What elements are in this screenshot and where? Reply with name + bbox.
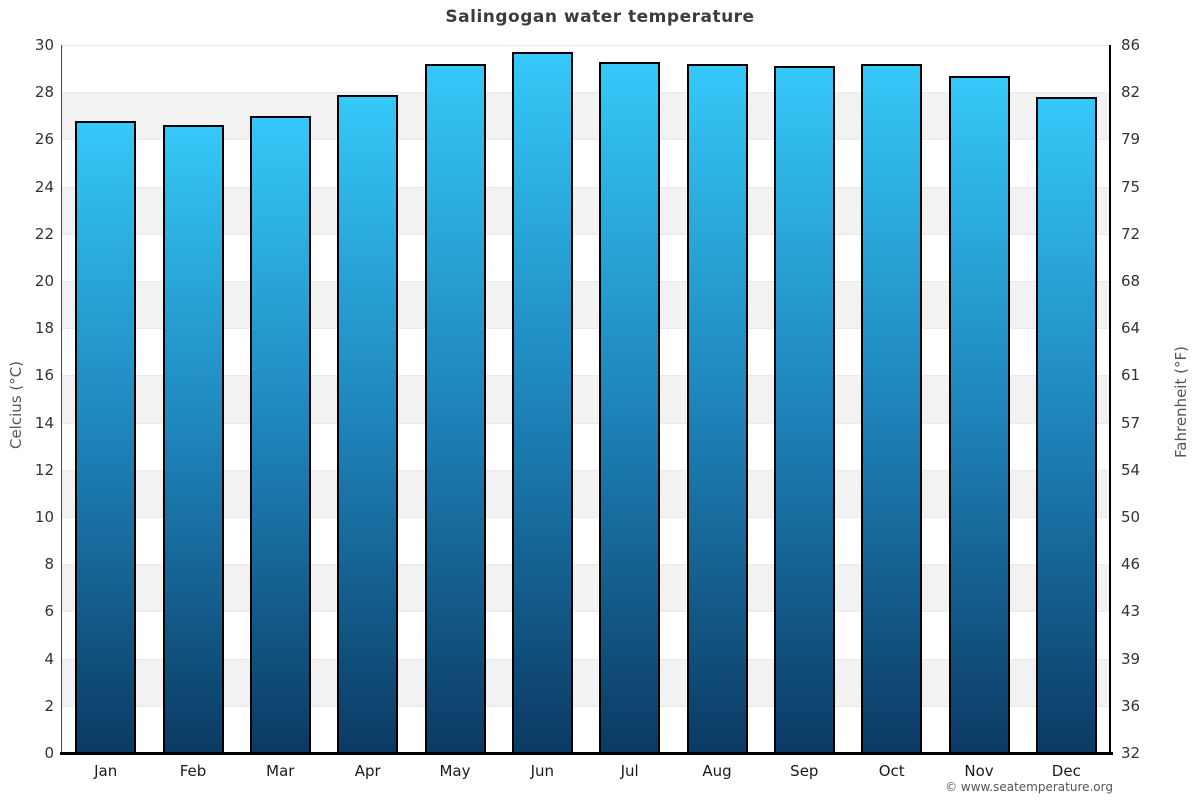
plot-area <box>62 45 1110 753</box>
left-tick-label: 18 <box>34 319 54 338</box>
bar-apr[interactable] <box>337 94 399 753</box>
left-tick-label: 8 <box>44 555 54 574</box>
month-label-aug: Aug <box>702 762 732 780</box>
bar-nov[interactable] <box>948 75 1010 753</box>
plot-band <box>62 517 1110 565</box>
month-label-jan: Jan <box>94 762 118 780</box>
left-tick-label: 10 <box>34 508 54 526</box>
bar-mar[interactable] <box>249 115 311 753</box>
left-tick-label: 24 <box>34 177 54 196</box>
bar-oct[interactable] <box>861 63 923 753</box>
y-axis-title-fahrenheit: Fahrenheit (°F) <box>1172 346 1190 458</box>
bar-jun[interactable] <box>511 52 573 753</box>
plot-band <box>62 375 1110 423</box>
left-tick-label: 0 <box>44 744 54 762</box>
month-label-feb: Feb <box>179 762 207 780</box>
month-label-nov: Nov <box>964 762 994 780</box>
bar-sep[interactable] <box>773 66 835 753</box>
plot-band <box>62 328 1110 376</box>
left-tick-label: 14 <box>34 413 54 432</box>
left-tick-label: 20 <box>34 272 54 290</box>
right-tick-label: 86 <box>1121 36 1141 54</box>
right-tick-label: 36 <box>1121 696 1141 715</box>
left-tick-label: 6 <box>44 602 54 621</box>
month-label-jul: Jul <box>620 762 639 780</box>
left-tick-label: 16 <box>34 366 54 385</box>
left-tick-label: 4 <box>44 649 54 668</box>
right-tick-label: 61 <box>1121 366 1141 385</box>
right-tick-label: 72 <box>1121 224 1141 243</box>
left-tick-label: 22 <box>34 224 54 243</box>
bar-may[interactable] <box>424 63 486 753</box>
right-tick-label: 32 <box>1121 744 1141 762</box>
plot-band <box>62 281 1110 329</box>
plot-band <box>62 186 1110 234</box>
right-tick-label: 43 <box>1121 602 1141 621</box>
plot-band <box>62 611 1110 659</box>
month-label-oct: Oct <box>878 762 905 780</box>
x-axis-line <box>60 752 1113 755</box>
plot-band <box>62 45 1110 93</box>
chart-title: Salingogan water temperature <box>445 7 755 27</box>
month-label-mar: Mar <box>266 762 295 780</box>
month-label-apr: Apr <box>354 762 381 780</box>
right-tick-label: 79 <box>1121 130 1141 149</box>
month-label-jun: Jun <box>530 762 555 780</box>
plot-band <box>62 658 1110 706</box>
plot-band <box>62 139 1110 187</box>
month-label-may: May <box>439 762 471 780</box>
right-tick-label: 75 <box>1121 177 1141 196</box>
left-tick-label: 12 <box>34 460 54 479</box>
right-tick-label: 64 <box>1121 319 1141 338</box>
right-tick-label: 39 <box>1121 649 1141 668</box>
left-tick-label: 30 <box>34 36 54 54</box>
bar-jan[interactable] <box>75 120 137 753</box>
plot-band <box>62 233 1110 281</box>
right-tick-label: 50 <box>1121 508 1141 526</box>
bar-aug[interactable] <box>686 63 748 753</box>
plot-band <box>62 92 1110 140</box>
plot-band <box>62 422 1110 470</box>
bar-jul[interactable] <box>599 61 661 753</box>
bar-dec[interactable] <box>1035 96 1097 753</box>
bar-feb[interactable] <box>162 125 224 753</box>
right-tick-label: 46 <box>1121 555 1141 574</box>
right-tick-label: 57 <box>1121 413 1141 432</box>
plot-band <box>62 564 1110 612</box>
month-label-sep: Sep <box>790 762 819 780</box>
y-axis-line-right <box>1109 45 1111 753</box>
month-label-dec: Dec <box>1051 762 1081 780</box>
left-tick-label: 2 <box>44 696 54 715</box>
y-axis-line-left <box>61 45 62 753</box>
copyright-link[interactable]: © www.seatemperature.org <box>945 780 1113 794</box>
plot-band <box>62 705 1110 753</box>
plot-band <box>62 469 1110 517</box>
left-tick-label: 28 <box>34 83 54 102</box>
right-tick-label: 82 <box>1121 83 1141 102</box>
right-tick-label: 68 <box>1121 272 1141 290</box>
right-tick-label: 54 <box>1121 460 1141 479</box>
left-tick-label: 26 <box>34 130 54 149</box>
